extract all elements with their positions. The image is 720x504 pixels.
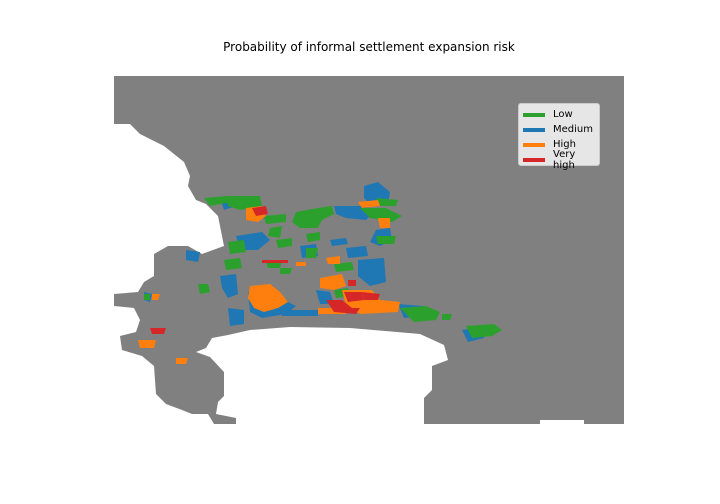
- legend-label-very-high: Very high: [553, 148, 576, 171]
- zones-low: [144, 196, 502, 338]
- legend-swatch-medium: [523, 127, 545, 132]
- legend-label-high: High: [553, 139, 576, 150]
- legend-label-medium: Medium: [553, 124, 593, 135]
- legend-swatch-very-high: [523, 157, 545, 162]
- map-title: Probability of informal settlement expan…: [223, 40, 515, 54]
- risk-zones: [138, 182, 502, 364]
- legend-item-medium: Medium: [523, 122, 595, 137]
- legend-item-very-high: Very high: [523, 149, 595, 171]
- legend: Low Medium High Very high: [518, 103, 600, 171]
- legend-item-low: Low: [523, 107, 595, 122]
- legend-item-high: High: [523, 137, 595, 152]
- zones-very-high: [150, 206, 380, 334]
- legend-label-low: Low: [553, 109, 573, 120]
- study-area: [114, 76, 624, 424]
- legend-swatch-low: [523, 112, 545, 117]
- legend-swatch-high: [523, 142, 545, 147]
